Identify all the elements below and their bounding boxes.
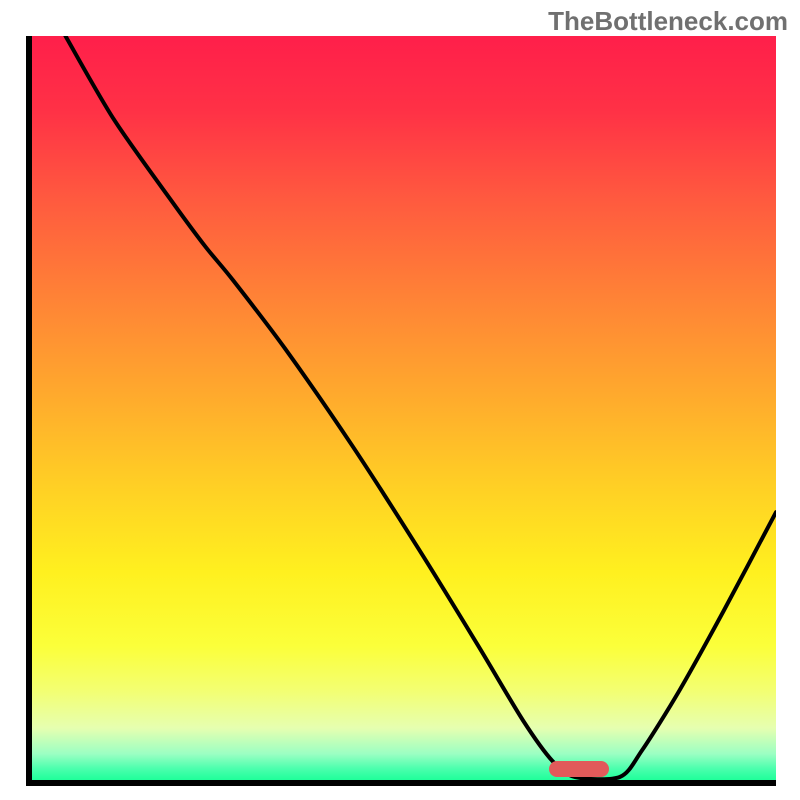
- optimum-marker: [549, 761, 609, 777]
- watermark-text: TheBottleneck.com: [548, 6, 788, 37]
- bottleneck-curve: [65, 36, 776, 779]
- chart-canvas: TheBottleneck.com: [0, 0, 800, 800]
- curve-overlay: [32, 36, 776, 780]
- plot-area: [26, 36, 776, 786]
